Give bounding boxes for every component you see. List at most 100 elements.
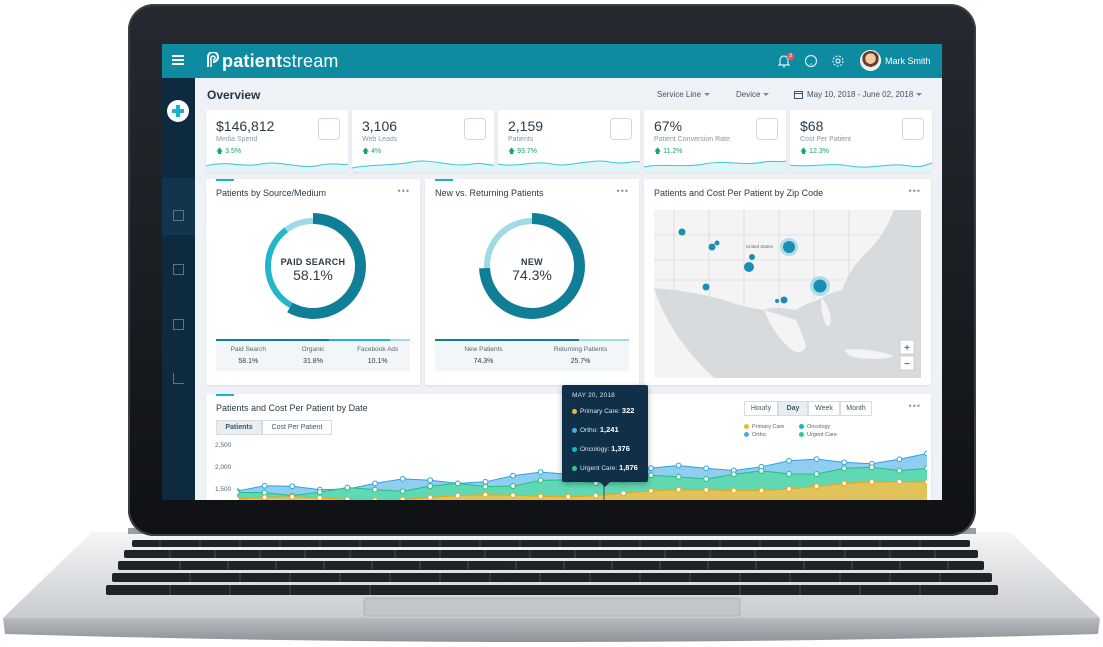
user-name[interactable]: Mark Smith xyxy=(885,56,931,66)
zip-code-map[interactable]: United States + xyxy=(654,210,921,378)
bell-icon[interactable] xyxy=(777,54,791,68)
sidebar-active-highlight xyxy=(162,178,195,235)
kpi-card[interactable]: $146,812 Media Spend 🡅 3.5% xyxy=(206,110,348,172)
card-title: New vs. Returning Patients xyxy=(435,188,544,198)
granularity-hourly-button[interactable]: Hourly xyxy=(744,401,778,416)
series-legend-ortho: Ortho xyxy=(744,432,766,438)
donut-slice xyxy=(484,218,532,269)
help-icon[interactable] xyxy=(804,54,818,68)
zoom-out-button xyxy=(899,355,915,371)
more-options-icon[interactable]: ••• xyxy=(397,186,410,196)
legend-dot xyxy=(744,424,749,430)
donut-center-percent: 58.1% xyxy=(293,267,333,283)
tooltip-row-primary-care: Primary Care: 322 xyxy=(572,406,634,415)
legend-cell-new-patients: New Patients 74.3% xyxy=(464,346,503,365)
brand-name: patientstream xyxy=(222,51,339,71)
tab-cost-per-patient[interactable]: Cost Per Patient xyxy=(262,420,332,435)
series-point xyxy=(399,496,406,500)
kpi-value: 2,159 xyxy=(508,118,544,134)
series-point xyxy=(648,465,654,472)
analytics-chart-icon[interactable] xyxy=(173,373,184,384)
series-point xyxy=(261,489,268,496)
series-point xyxy=(786,457,792,464)
series-point xyxy=(730,471,737,478)
date-range-picker[interactable]: May 10, 2018 - June 02, 2018 xyxy=(807,90,923,99)
patients-icon xyxy=(610,118,632,140)
series-point xyxy=(841,465,848,472)
kpi-sparkline xyxy=(498,160,640,172)
more-options-icon[interactable]: ••• xyxy=(908,186,921,196)
chart-tooltip: MAY 20, 2018 Primary Care: 322 Ortho: 1,… xyxy=(562,385,648,487)
kpi-card[interactable]: $68 Cost Per Patient 🡅 12.3% xyxy=(790,110,932,172)
share-bar-segment xyxy=(216,339,329,342)
series-point xyxy=(427,477,434,484)
map-marker xyxy=(749,254,755,260)
tooltip-row-ortho: Ortho: 1,241 xyxy=(572,425,619,434)
user-avatar[interactable] xyxy=(860,50,881,71)
donut-slice xyxy=(287,213,366,319)
hamburger-menu-icon[interactable] xyxy=(172,55,184,65)
series-point xyxy=(510,483,516,489)
kpi-label: Media Spend xyxy=(216,136,258,143)
tooltip-dot xyxy=(572,427,577,433)
source-legend-table: Paid Search 58.1% Organic 31.8% Facebook A… xyxy=(216,341,410,371)
series-point xyxy=(758,487,765,494)
tooltip-row-urgent-care: Urgent Care: 1,876 xyxy=(572,463,638,472)
tab-patients[interactable]: Patients xyxy=(216,420,262,435)
kpi-delta: 🡅 12.3% xyxy=(800,148,830,155)
kpi-label: Cost Per Patient xyxy=(800,136,851,143)
series-point xyxy=(565,493,572,500)
series-point xyxy=(427,494,434,500)
donut-center-name: NEW xyxy=(521,257,543,267)
series-line xyxy=(237,481,927,500)
legend-cell-facebook-ads: Facebook Ads 10.1% xyxy=(357,346,399,365)
dashboard-grid-icon[interactable] xyxy=(173,210,184,221)
clipboard-icon[interactable] xyxy=(173,319,184,330)
map-markers xyxy=(678,228,830,304)
more-options-icon[interactable]: ••• xyxy=(616,186,629,196)
patientstream-logo-icon xyxy=(207,52,219,67)
granularity-week-button[interactable]: Week xyxy=(808,401,840,416)
kpi-label: Patients xyxy=(508,136,534,143)
granularity-day-button[interactable]: Day xyxy=(778,401,808,416)
arrow-up-icon: 🡅 xyxy=(362,148,370,155)
kpi-card[interactable]: 3,106 Web Leads 🡅 4% xyxy=(352,110,494,172)
map-marker xyxy=(708,243,716,251)
kpi-sparkline xyxy=(352,160,494,172)
tooltip-dot xyxy=(572,446,577,452)
bar-chart-trend-icon xyxy=(756,118,778,140)
card-accent xyxy=(216,394,234,396)
donut-slice xyxy=(265,227,293,308)
series-point xyxy=(730,487,737,494)
legend-cell-returning-patients: Returning Patients 25.7% xyxy=(553,346,608,365)
donut-center-label: NEW 74.3% xyxy=(425,257,639,283)
donut-slice xyxy=(284,218,313,233)
series-point xyxy=(841,480,848,487)
series-point xyxy=(648,472,654,479)
kpi-card[interactable]: 2,159 Patients 🡅 93.7% xyxy=(498,110,640,172)
series-point xyxy=(675,462,682,469)
more-options-icon[interactable]: ••• xyxy=(908,401,921,411)
share-bar-segment xyxy=(328,339,391,342)
report-icon[interactable] xyxy=(173,264,184,275)
zoom-out-icon: − xyxy=(904,359,910,370)
arrow-up-icon: 🡅 xyxy=(654,148,662,155)
series-point xyxy=(289,483,296,490)
series-legend-primary-care: Primary Care xyxy=(744,424,784,430)
device-dropdown[interactable]: Device xyxy=(736,90,770,99)
series-point xyxy=(510,492,516,499)
gear-icon[interactable] xyxy=(831,54,845,68)
kpi-value: $68 xyxy=(800,118,824,134)
map-marker xyxy=(783,241,795,253)
series-point xyxy=(454,492,461,499)
series-point xyxy=(868,464,875,471)
series-point xyxy=(316,489,323,496)
kpi-card[interactable]: 67% Patient Conversion Rate 🡅 11.2% xyxy=(644,110,786,172)
granularity-month-button[interactable]: Month xyxy=(840,401,872,416)
series-point xyxy=(289,494,296,500)
legend-dot xyxy=(744,432,749,438)
series-point xyxy=(261,482,268,489)
kpi-delta: 🡅 11.2% xyxy=(654,148,683,155)
service-line-dropdown[interactable]: Service Line xyxy=(657,90,711,99)
